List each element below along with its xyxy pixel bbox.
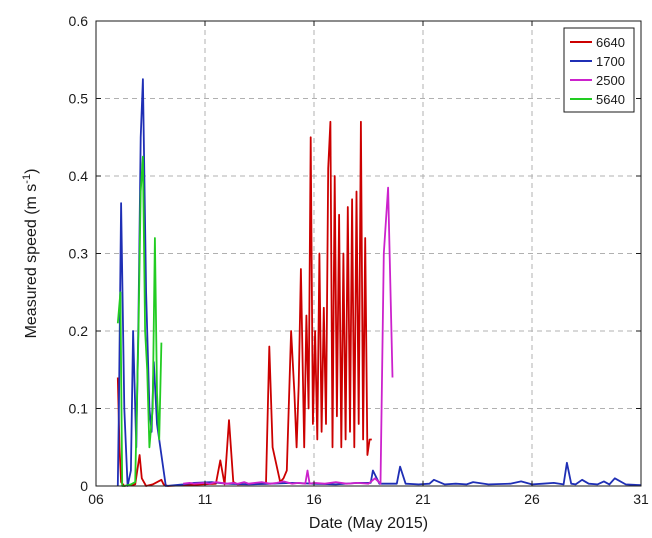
- y-tick-label: 0.2: [69, 323, 89, 339]
- legend-label-1700: 1700: [596, 54, 625, 69]
- y-tick-label: 0: [80, 478, 88, 494]
- legend-label-2500: 2500: [596, 73, 625, 88]
- x-tick-label: 26: [524, 491, 540, 507]
- y-axis-label: Measured speed (m s-1): [21, 169, 40, 339]
- x-axis-label: Date (May 2015): [309, 515, 428, 532]
- x-tick-label: 06: [88, 491, 104, 507]
- series-line-1700: [116, 78, 642, 487]
- x-tick-label: 11: [198, 491, 213, 507]
- legend-label-5640: 5640: [596, 92, 625, 107]
- series-line-2500: [183, 186, 394, 485]
- y-tick-label: 0.6: [69, 13, 89, 29]
- x-tick-label: 21: [415, 491, 431, 507]
- y-tick-label: 0.1: [69, 401, 89, 417]
- legend: 6640 1700 2500 5640: [563, 27, 635, 113]
- y-tick-label: 0.5: [69, 91, 89, 107]
- y-axis-label-tail: ): [23, 169, 40, 174]
- y-tick-label: 0.4: [69, 168, 89, 184]
- y-axis-label-superscript: -1: [21, 174, 33, 184]
- x-tick-label: 31: [633, 491, 649, 507]
- data-series: [116, 78, 642, 487]
- y-axis-label-main: Measured speed (m s: [23, 184, 40, 339]
- x-tick-label: 16: [306, 491, 322, 507]
- axis-ticks: 06 11 16 21 26 31 0 0.1 0.2 0.3 0.4 0.5 0.6: [69, 13, 649, 507]
- y-tick-label: 0.3: [69, 246, 89, 262]
- legend-label-6640: 6640: [596, 35, 625, 50]
